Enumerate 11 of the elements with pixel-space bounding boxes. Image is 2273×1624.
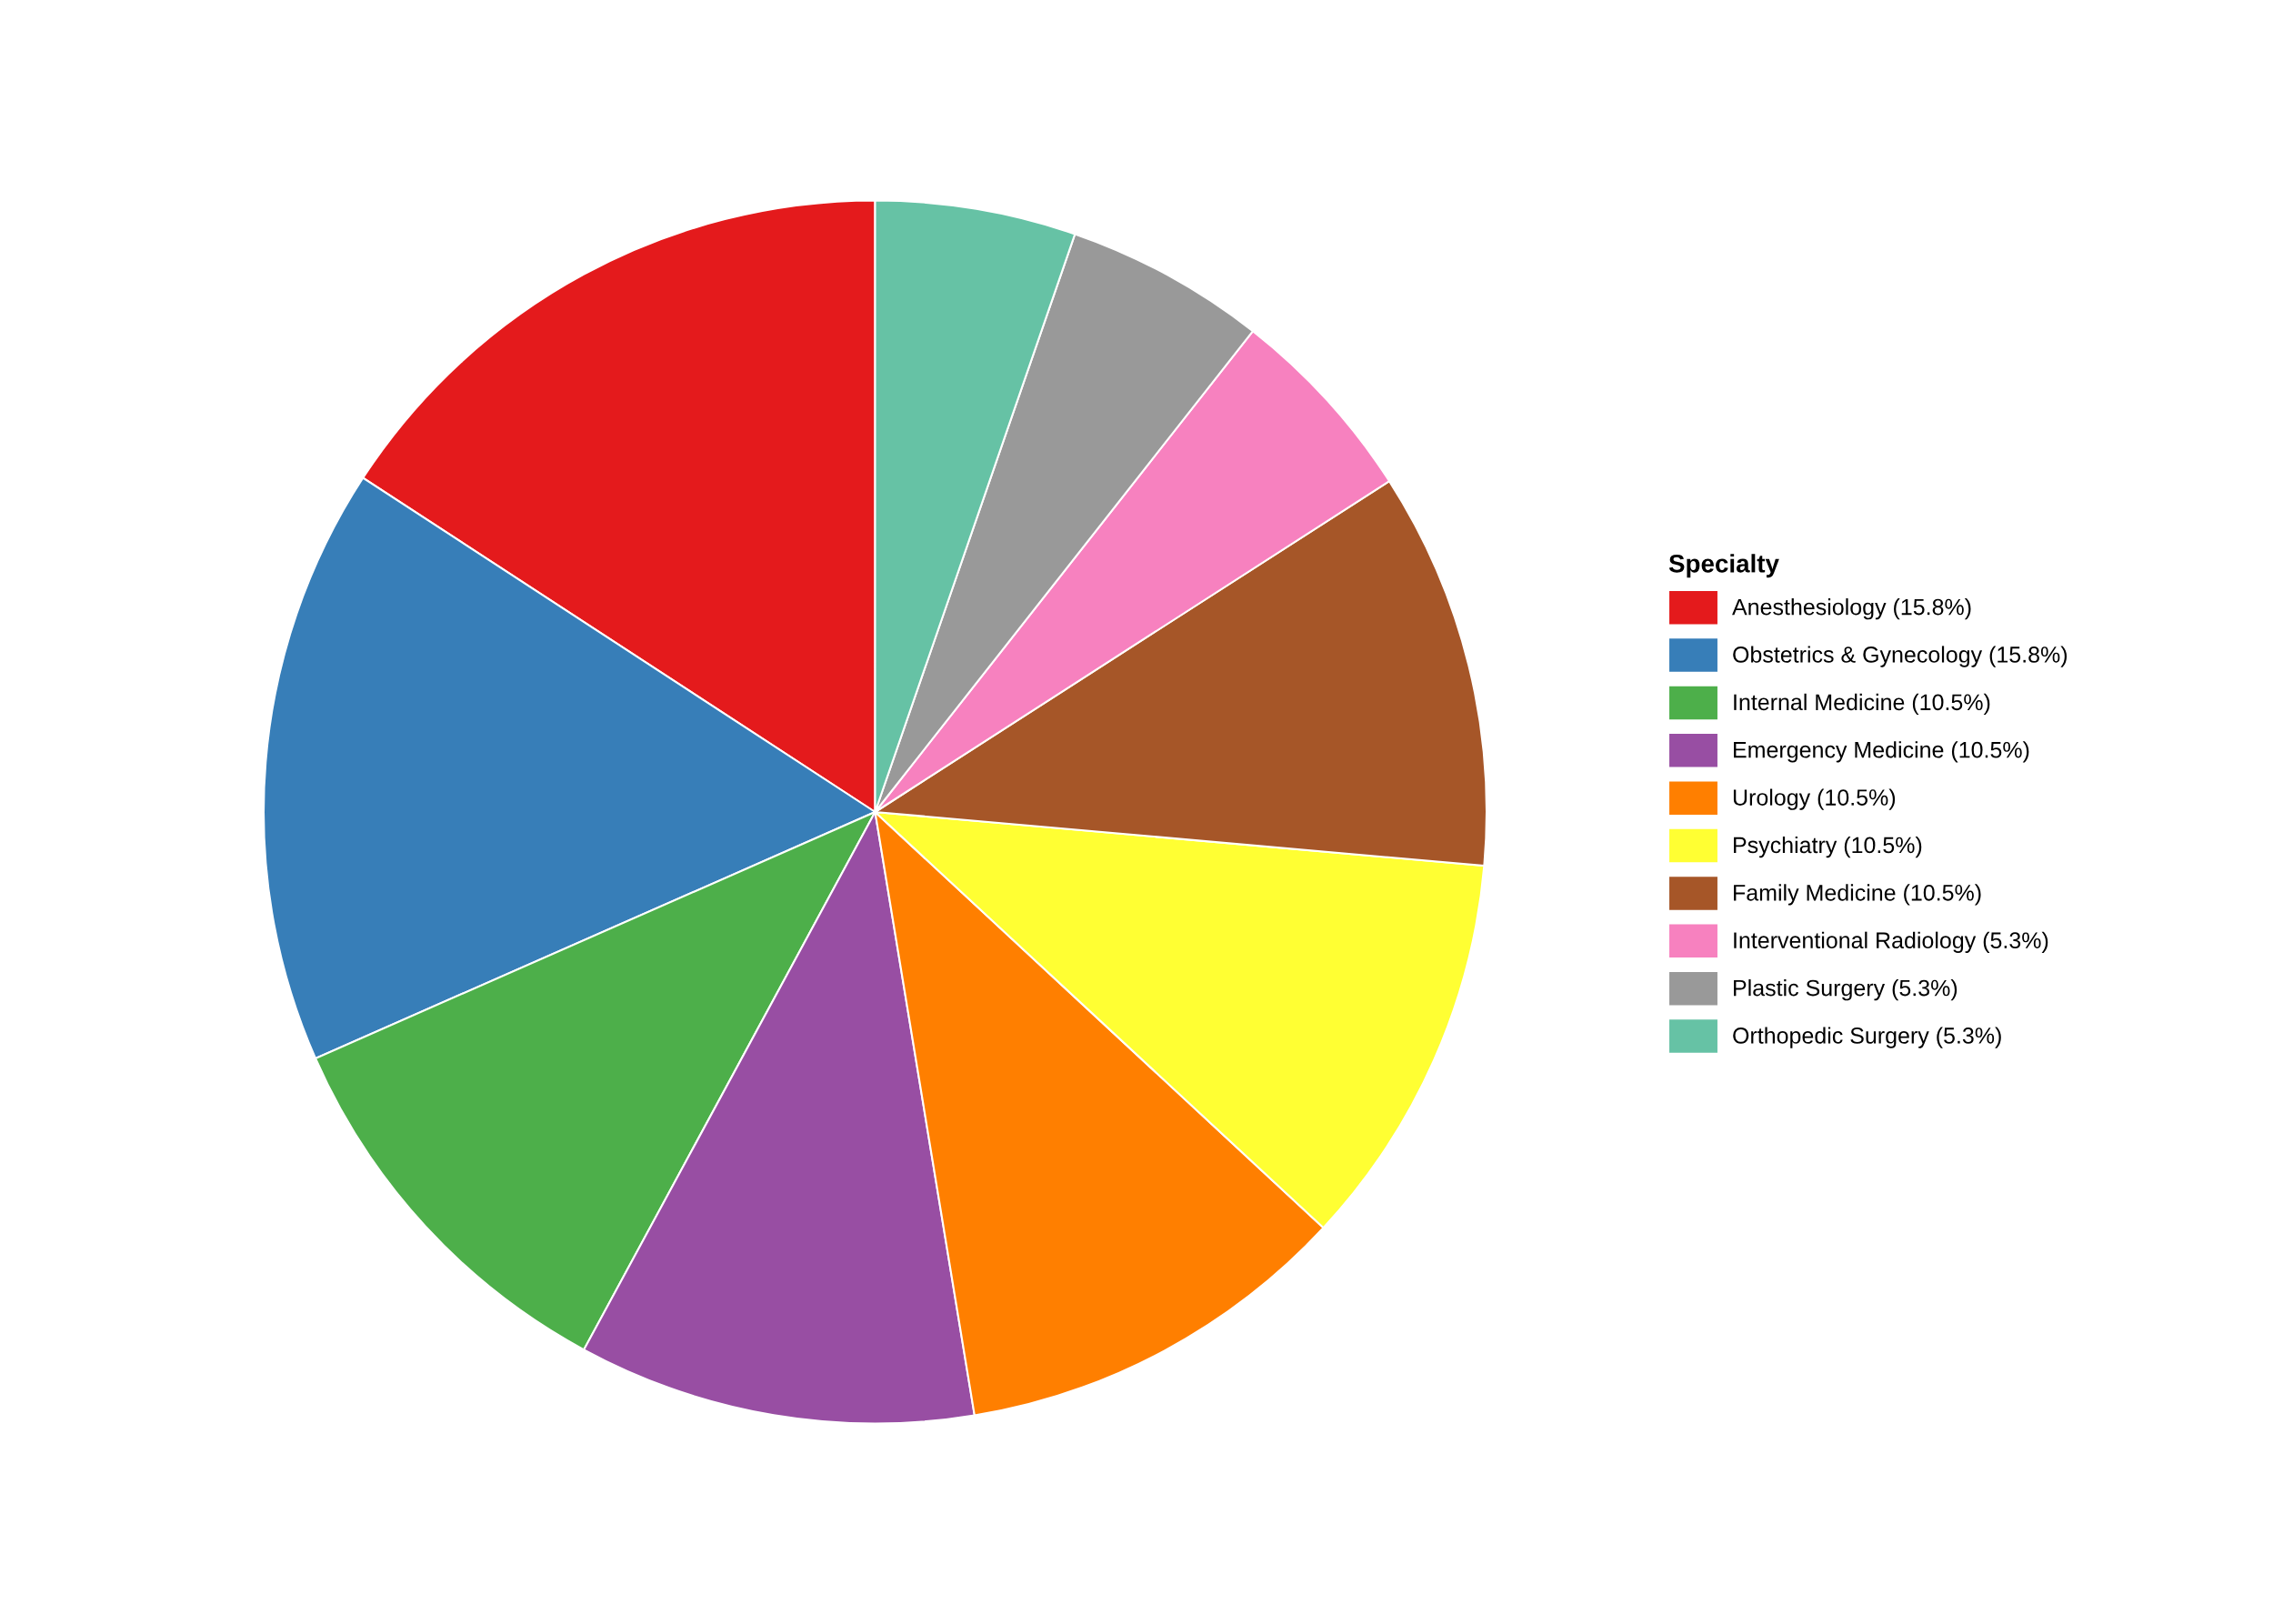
legend-label: Urology (10.5%) bbox=[1733, 788, 1896, 810]
legend-title: Specialty bbox=[1668, 554, 1779, 578]
legend-label: Psychiatry (10.5%) bbox=[1734, 836, 1922, 858]
legend-label: Emergency Medicine (10.5%) bbox=[1734, 741, 2029, 763]
legend-label: Plastic Surgery (5.3%) bbox=[1734, 979, 1958, 1001]
legend-label: Anesthesiology (15.8%) bbox=[1732, 598, 1971, 620]
legend-label: Interventional Radiology (5.3%) bbox=[1734, 931, 2048, 953]
legend-label: Internal Medicine (10.5%) bbox=[1734, 693, 1990, 716]
legend-label: Family Medicine (10.5%) bbox=[1734, 884, 1981, 906]
legend-label: Orthopedic Surgery (5.3%) bbox=[1733, 1027, 2001, 1048]
legend-label: Obstetrics & Gynecology (15.8%) bbox=[1733, 646, 2068, 667]
